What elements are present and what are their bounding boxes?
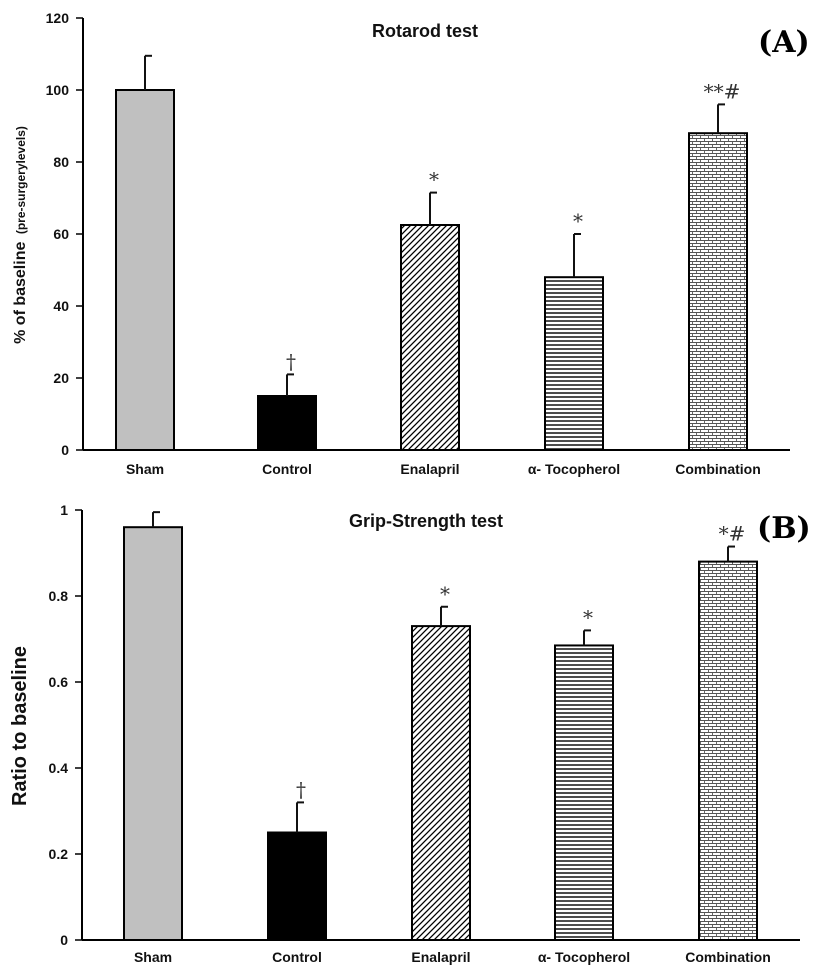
panel-a-bar-combination — [688, 132, 748, 451]
panel-b-significance-marks: † * * *# — [296, 522, 745, 802]
panel-a-y-tick-label: 0 — [61, 442, 69, 458]
panel-b-label: (B) — [757, 511, 811, 546]
panel-b-category-label: Sham — [134, 949, 172, 965]
panel-a-y-tick-label: 40 — [53, 298, 69, 314]
panel-b-bar-enalapril — [411, 625, 471, 941]
panel-b-bar-combination — [698, 560, 758, 941]
panel-a-y-tick-label: 20 — [53, 370, 69, 386]
panel-a-category-label: Sham — [126, 461, 164, 477]
panel-a-y-axis-label-main: % of baseline — [12, 242, 29, 344]
panel-a-category-label: Control — [262, 461, 312, 477]
panel-a-title: Rotarod test — [372, 21, 478, 41]
panel-b-category-label: Control — [272, 949, 322, 965]
panel-a-bar-sham — [115, 89, 175, 451]
panel-b-title: Grip-Strength test — [349, 511, 503, 531]
panel-a-y-tick-label: 80 — [53, 154, 69, 170]
panel-a-y-tick-label: 60 — [53, 226, 69, 242]
panel-a-significance-marks: † * * **# — [286, 79, 740, 373]
panel-b-y-tick-label: 0.4 — [49, 760, 69, 776]
panel-b-category-label: Combination — [685, 949, 771, 965]
panel-a-category-label: Enalapril — [400, 461, 459, 477]
panel-b-category-label: Enalapril — [411, 949, 470, 965]
panel-b-y-ticks: 0 0.2 0.4 0.6 0.8 1 — [49, 502, 82, 948]
panel-a-bar-enalapril — [400, 224, 460, 451]
panel-a: Rotarod test (A) % of baseline (pre-surg… — [12, 10, 810, 477]
panel-b-bar-sham — [123, 526, 183, 941]
panel-b-significance-mark: *# — [719, 522, 746, 546]
panel-b-significance-mark: † — [296, 777, 306, 801]
panel-b-y-axis-label: Ratio to baseline — [9, 646, 31, 806]
panel-a-category-label: α- Tocopherol — [528, 461, 620, 477]
panel-a-bar-control — [257, 395, 317, 451]
panel-a-y-tick-label: 100 — [46, 82, 70, 98]
panel-b-y-tick-label: 0.2 — [49, 846, 69, 862]
panel-a-y-axis-label-sub: (pre-surgerylevels) — [14, 126, 28, 234]
panel-b-category-label: α- Tocopherol — [538, 949, 630, 965]
panel-b-bar-control — [267, 831, 327, 941]
panel-a-error-bars — [144, 54, 725, 396]
panel-b-y-tick-label: 0.8 — [49, 588, 69, 604]
panel-a-y-axis-label: % of baseline (pre-surgerylevels) — [12, 126, 29, 344]
panel-a-label: (A) — [758, 25, 810, 60]
panel-a-y-ticks: 0 20 40 60 80 100 120 — [46, 10, 83, 458]
panel-b-y-tick-label: 0 — [60, 932, 68, 948]
panel-a-category-label: Combination — [675, 461, 761, 477]
panel-a-significance-mark: † — [286, 349, 296, 373]
panel-a-x-tick-labels: Sham Control Enalapril α- Tocopherol Combina… — [126, 461, 761, 477]
panel-b-y-tick-label: 0.6 — [49, 674, 69, 690]
panel-b: Grip-Strength test (B) Ratio to baseline… — [9, 502, 811, 965]
panel-b-y-tick-label: 1 — [60, 502, 68, 518]
panel-b-x-tick-labels: Sham Control Enalapril α- Tocopherol Combina… — [134, 949, 771, 965]
panel-a-significance-mark: **# — [704, 79, 741, 103]
panel-a-significance-mark: * — [429, 168, 439, 192]
panel-b-significance-mark: * — [583, 605, 593, 629]
panel-b-bar-tocopherol — [554, 644, 614, 941]
panel-a-bars — [115, 89, 748, 452]
panel-a-bar-tocopherol — [544, 276, 604, 452]
panel-a-y-tick-label: 120 — [46, 10, 70, 26]
panel-b-error-bars — [152, 511, 735, 833]
panel-a-significance-mark: * — [573, 209, 583, 233]
panel-b-significance-mark: * — [440, 582, 450, 606]
